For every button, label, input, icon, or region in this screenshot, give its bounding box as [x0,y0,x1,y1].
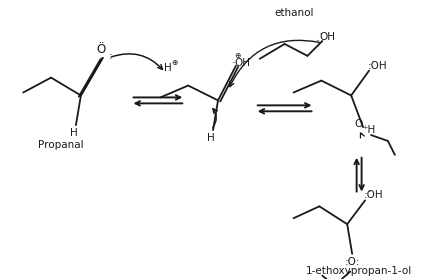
Text: Propanal: Propanal [38,140,84,150]
Text: OH: OH [235,58,251,68]
Text: ⊕: ⊕ [171,58,177,67]
Text: ..: .. [318,27,323,36]
Text: ..: .. [370,55,375,64]
Text: ..: .. [367,185,371,194]
Text: 1-ethoxypropan-1-ol: 1-ethoxypropan-1-ol [306,266,412,276]
Text: OH: OH [319,32,335,42]
Text: H: H [207,133,215,143]
Text: :OH: :OH [364,190,384,200]
Text: O: O [354,119,362,129]
Text: :: : [109,51,113,61]
Text: ⊕: ⊕ [235,51,241,60]
Text: H: H [70,128,78,138]
Text: ethanol: ethanol [275,8,314,18]
Text: ..: .. [231,56,236,65]
Text: :OH: :OH [368,61,388,71]
Text: :O:: :O: [345,257,360,267]
Text: ..: .. [315,34,320,43]
Text: Ö: Ö [96,43,106,56]
Text: ⁺H: ⁺H [363,125,376,135]
Text: H: H [165,63,172,73]
